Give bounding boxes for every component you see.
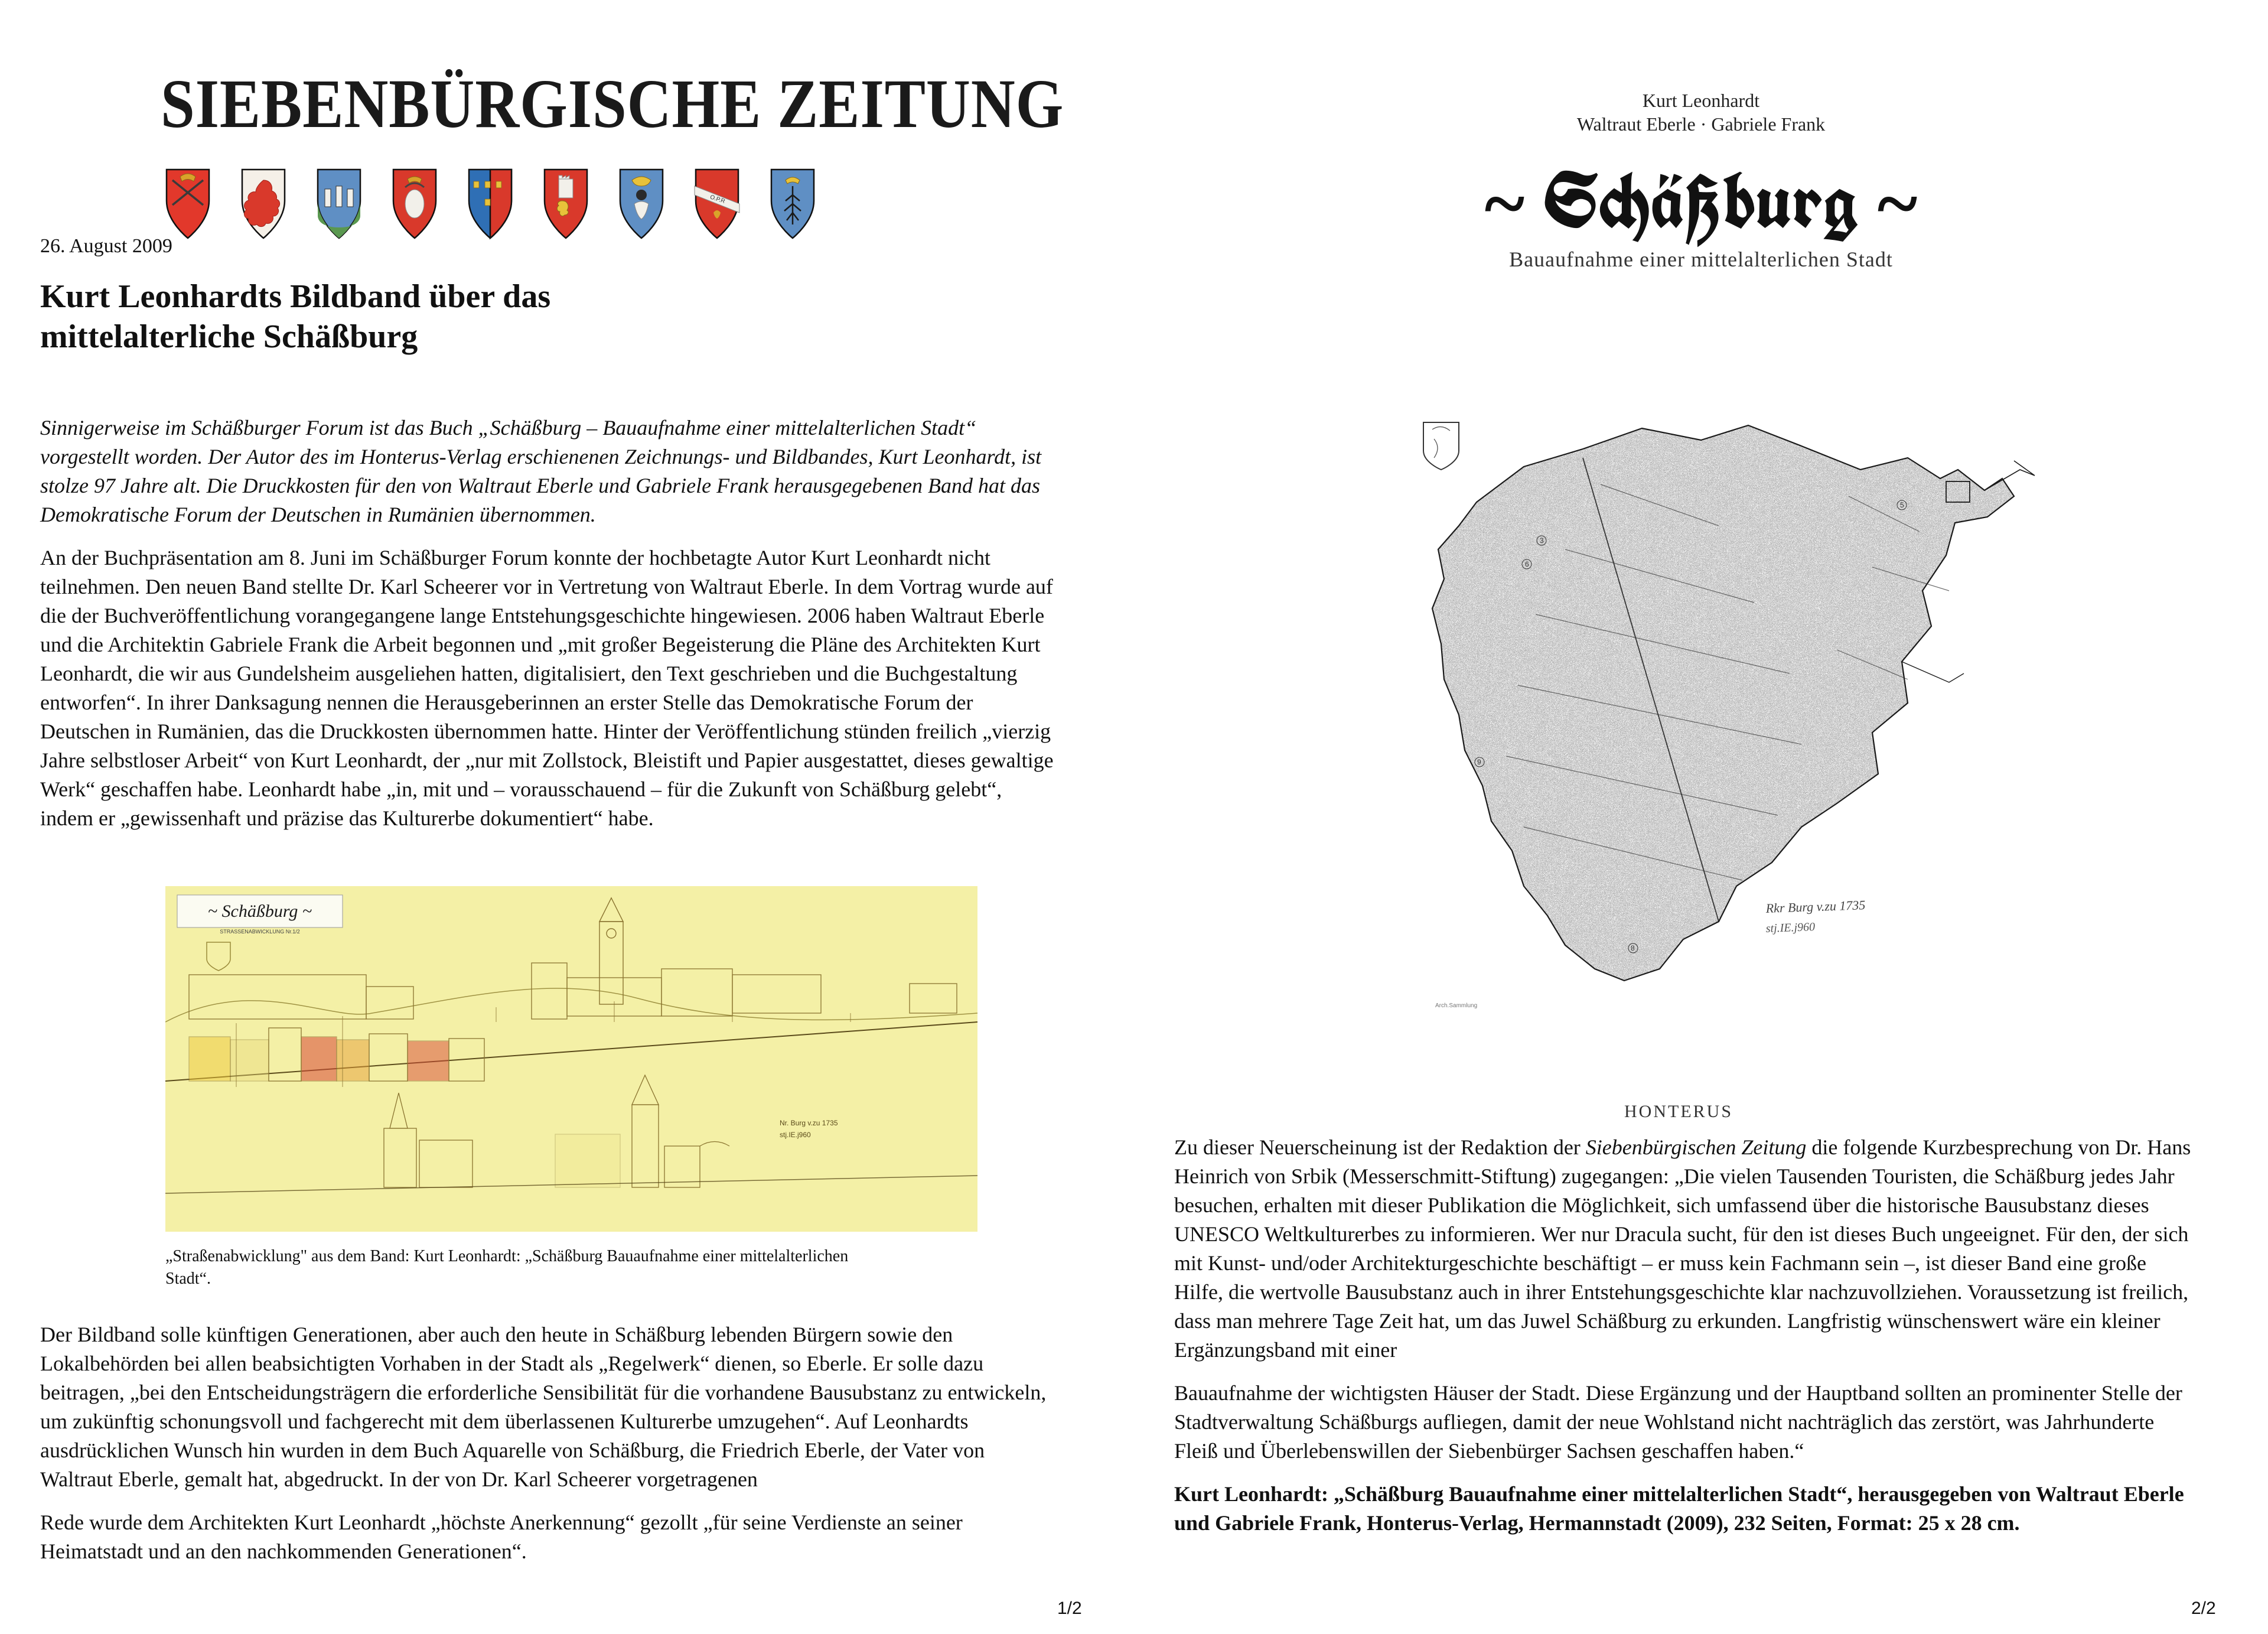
svg-text:5: 5: [1900, 501, 1904, 509]
svg-text:Rkr Burg v.zu 1735: Rkr Burg v.zu 1735: [1765, 897, 1865, 916]
svg-text:8: 8: [1631, 944, 1635, 952]
svg-text:3: 3: [1540, 536, 1544, 545]
svg-text:Arch.Sammlung: Arch.Sammlung: [1435, 1002, 1477, 1009]
svg-text:Nr. Burg v.zu 1735: Nr. Burg v.zu 1735: [780, 1119, 838, 1127]
svg-text:9: 9: [1477, 758, 1481, 766]
svg-text:stj.IE.j960: stj.IE.j960: [780, 1131, 811, 1139]
svg-text:stj.IE.j960: stj.IE.j960: [1765, 920, 1815, 935]
svg-text:6: 6: [1525, 560, 1529, 568]
svg-text:~ Schäßburg ~: ~ Schäßburg ~: [208, 901, 312, 921]
svg-text:STRASSENABWICKLUNG Nr.1/2: STRASSENABWICKLUNG Nr.1/2: [220, 929, 300, 935]
